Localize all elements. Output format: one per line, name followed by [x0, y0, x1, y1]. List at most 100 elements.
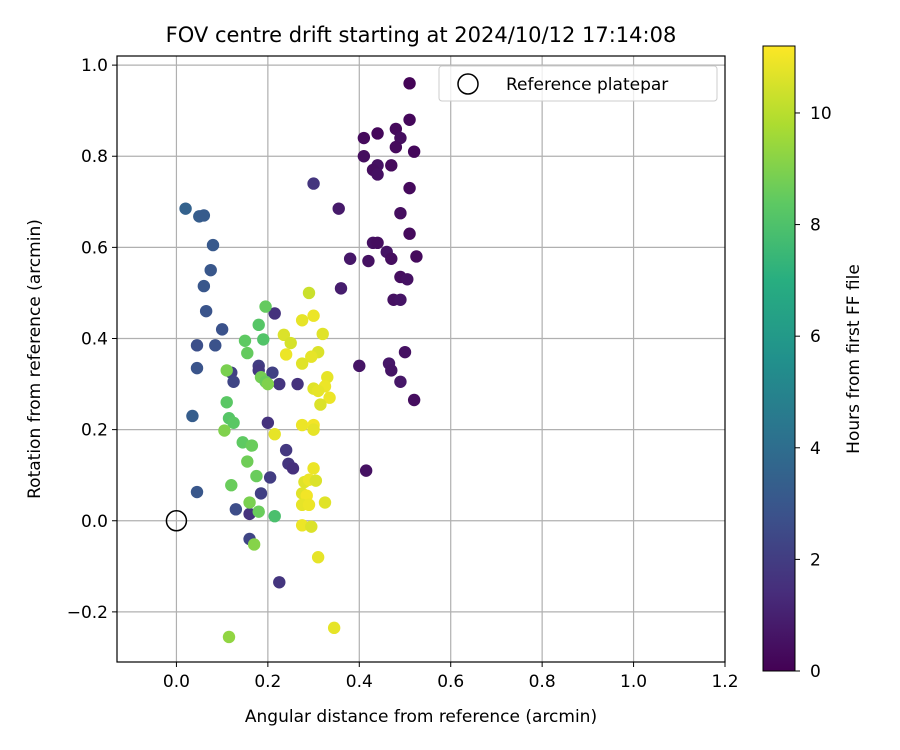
scatter-point — [403, 181, 416, 195]
scatter-point — [389, 140, 403, 154]
scatter-point — [291, 377, 304, 391]
scatter-point — [398, 345, 412, 359]
scatter-point — [227, 375, 240, 388]
scatter-point — [332, 202, 345, 215]
scatter-point — [311, 551, 325, 564]
scatter-point — [371, 168, 384, 181]
scatter-point — [403, 77, 416, 90]
colorbar-tick-label: 2 — [810, 550, 821, 570]
scatter-point — [327, 621, 341, 635]
scatter-point — [261, 416, 275, 429]
colorbar: 0 2 4 6 8 10 Hours from first FF file — [762, 45, 864, 682]
scatter-point — [316, 327, 329, 341]
legend-box — [438, 65, 718, 102]
scatter-point — [241, 346, 254, 360]
reference-platepar-marker — [165, 510, 188, 532]
x-tick-label: 0.8 — [529, 672, 556, 692]
scatter-point — [286, 462, 300, 475]
scatter-point — [284, 336, 297, 350]
scatter-point — [309, 474, 323, 487]
scatter-point — [323, 391, 336, 404]
scatter-point — [220, 364, 233, 377]
colorbar-label: Hours from first FF file — [844, 264, 864, 454]
y-tick-label: 0.6 — [81, 238, 108, 258]
x-axis-ticks: 0.0 0.2 0.4 0.6 0.8 1.0 1.2 — [163, 662, 739, 692]
scatter-point — [318, 496, 332, 509]
colorbar-gradient — [762, 45, 796, 672]
y-tick-label: −0.2 — [67, 603, 108, 623]
scatter-point — [252, 318, 265, 332]
grid — [117, 56, 725, 662]
scatter-point — [197, 209, 211, 222]
scatter-point — [279, 348, 293, 361]
scatter-point — [209, 339, 222, 352]
scatter-point — [371, 236, 384, 250]
colorbar-tick-label: 0 — [810, 662, 821, 682]
scatter-point — [311, 384, 325, 398]
y-axis-ticks: −0.2 0.0 0.2 0.4 0.6 0.8 1.0 — [67, 56, 117, 623]
colorbar-tick-label: 10 — [810, 104, 832, 124]
x-tick-label: 0.4 — [346, 672, 373, 692]
scatter-point — [295, 314, 309, 327]
scatter-point — [410, 250, 423, 263]
scatter-point — [357, 131, 371, 145]
scatter-point — [279, 443, 293, 457]
scatter-point — [394, 375, 407, 388]
scatter-point — [206, 238, 220, 252]
scatter-point — [403, 113, 416, 126]
scatter-point — [314, 398, 327, 411]
scatter-point — [403, 227, 416, 240]
scatter-point — [295, 519, 309, 532]
scatter-point — [222, 630, 236, 644]
colorbar-tick-label: 6 — [810, 327, 821, 347]
legend[interactable]: Reference platepar — [438, 65, 718, 102]
scatter-point — [407, 393, 421, 407]
scatter-point — [197, 279, 211, 293]
scatter-point — [273, 576, 286, 589]
scatter-point — [307, 423, 320, 436]
scatter-point — [238, 334, 252, 347]
scatter-point — [263, 471, 277, 484]
scatter-point — [227, 416, 240, 429]
scatter-point — [268, 427, 281, 441]
scatter-point — [190, 485, 204, 499]
scatter-point — [357, 150, 371, 163]
scatter-points — [179, 77, 423, 644]
chart-title: FOV centre drift starting at 2024/10/12 … — [166, 23, 677, 47]
scatter-point — [241, 455, 254, 468]
scatter-point — [199, 304, 213, 318]
scatter-point — [343, 252, 357, 265]
scatter-point — [334, 282, 348, 295]
y-tick-label: 0.4 — [81, 329, 108, 349]
scatter-point — [353, 359, 366, 373]
x-tick-label: 0.6 — [437, 672, 464, 692]
scatter-point — [307, 309, 320, 322]
scatter-point — [218, 424, 231, 437]
scatter-point — [307, 177, 320, 190]
scatter-point — [371, 127, 384, 140]
scatter-point — [190, 361, 204, 375]
scatter-point — [295, 418, 309, 432]
scatter-point — [225, 479, 238, 492]
scatter-point — [252, 505, 265, 518]
scatter-point — [257, 333, 270, 346]
scatter-point — [259, 300, 272, 313]
scatter-point — [385, 252, 398, 265]
scatter-point — [229, 503, 243, 516]
y-tick-label: 1.0 — [81, 56, 108, 76]
scatter-point — [179, 202, 192, 215]
scatter-point — [277, 328, 291, 342]
scatter-point — [273, 377, 286, 391]
scatter-point — [407, 145, 421, 158]
scatter-point — [401, 273, 414, 286]
x-tick-label: 0.0 — [163, 672, 190, 692]
scatter-point — [307, 462, 320, 475]
scatter-point — [266, 366, 279, 379]
scatter-point — [247, 538, 261, 551]
scatter-point — [362, 254, 375, 268]
scatter-point — [261, 377, 275, 391]
reference-marker-group — [165, 510, 188, 532]
y-axis-label: Rotation from reference (arcmin) — [25, 219, 45, 499]
scatter-point — [245, 439, 259, 452]
